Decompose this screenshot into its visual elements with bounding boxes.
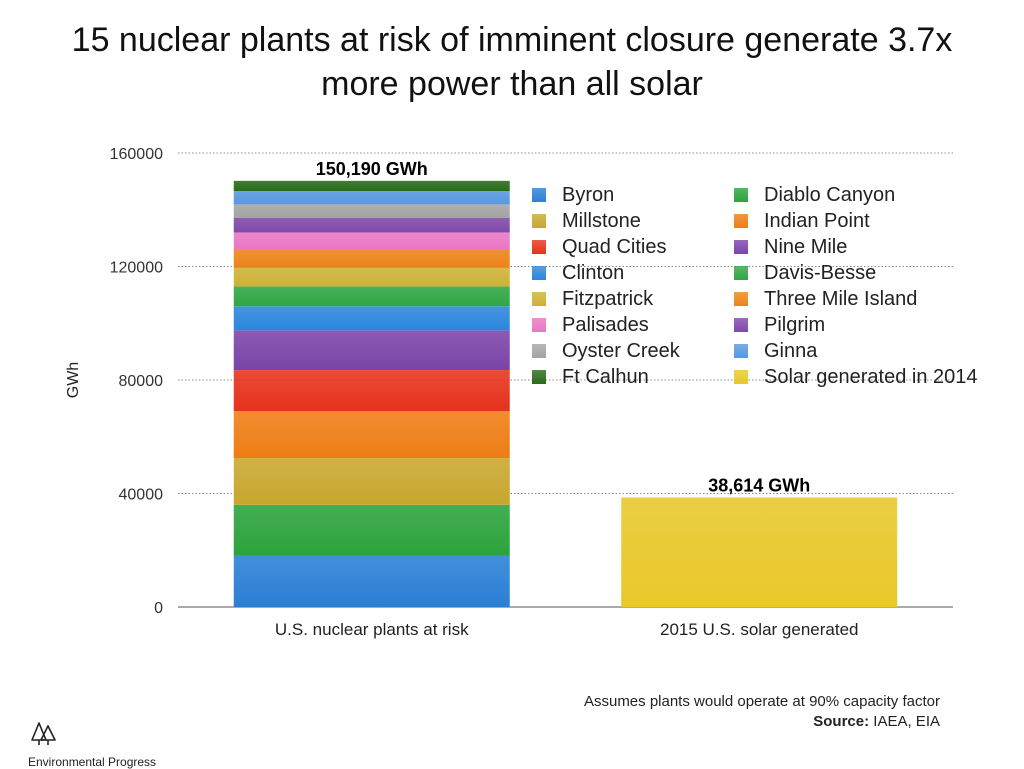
bar-segment-indian-point [233,411,510,459]
legend-item-three-mile-island: Three Mile Island [734,288,1004,310]
legend-item-fitzpatrick: Fitzpatrick [532,288,734,310]
legend-item-ginna: Ginna [734,340,1004,362]
legend-item-oyster-creek: Oyster Creek [532,340,734,362]
footnote: Assumes plants would operate at 90% capa… [584,692,940,732]
legend-item-palisades: Palisades [532,314,734,336]
legend-label: Quad Cities [562,235,667,258]
bar-segment-ginna [233,191,510,205]
footnote-source: Source: IAEA, EIA [584,712,940,732]
bar-segment-quad-cities [233,370,510,412]
bar-segment-palisades [233,232,510,250]
legend-swatch [734,266,748,280]
legend-item-byron: Byron [532,184,734,206]
source-text: IAEA, EIA [869,713,940,730]
legend-item-nine-mile: Nine Mile [734,236,1004,258]
bar-segment-nine-mile [233,330,510,371]
y-axis-label: GWh [65,362,82,398]
logo-text: Environmental Progress [28,755,157,769]
total-label-u-s-nuclear-plants-at-risk: 150,190 GWh [316,159,428,179]
source-label: Source: [813,713,870,730]
legend-swatch [532,318,546,332]
legend-label: Solar generated in 2014 [764,365,978,388]
legend-label: Ginna [764,339,818,362]
bar-segment-solar-generated-in-2014 [621,497,898,607]
legend-swatch [734,240,748,254]
legend-swatch [734,292,748,306]
legend-label: Palisades [562,313,649,336]
legend-item-quad-cities: Quad Cities [532,236,734,258]
x-category-label-2015-u-s-solar-generated: 2015 U.S. solar generated [660,620,858,639]
legend-label: Pilgrim [764,313,826,336]
bar-segment-oyster-creek [233,204,510,218]
chart-legend: Byron Diablo Canyon Millstone Indian Point Q… [532,184,1004,388]
legend-item-solar-generated-in-2014: Solar generated in 2014 [734,366,1004,388]
chart-title-line-2: more power than all solar [321,65,703,103]
legend-swatch [532,370,546,384]
y-tick-label-120000: 120000 [110,260,163,277]
legend-item-pilgrim: Pilgrim [734,314,1004,336]
legend-label: Nine Mile [764,235,848,258]
legend-swatch [532,292,546,306]
bar-segment-ft-calhun [233,180,510,192]
chart-title-line-1: 15 nuclear plants at risk of imminent cl… [71,21,953,59]
legend-swatch [532,214,546,228]
legend-item-indian-point: Indian Point [734,210,1004,232]
legend-item-clinton: Clinton [532,262,734,284]
legend-item-diablo-canyon: Diablo Canyon [734,184,1004,206]
legend-label: Indian Point [764,209,870,232]
legend-item-ft-calhun: Ft Calhun [532,366,734,388]
legend-label: Oyster Creek [562,339,680,362]
legend-swatch [734,370,748,384]
legend-label: Clinton [562,261,625,284]
footnote-assumption: Assumes plants would operate at 90% capa… [583,693,940,710]
y-tick-label-40000: 40000 [119,487,164,504]
bar-segment-three-mile-island [233,249,510,268]
legend-swatch [734,318,748,332]
legend-label: Davis-Besse [764,261,877,284]
bar-segment-fitzpatrick [233,267,510,287]
legend-swatch [734,214,748,228]
legend-label: Fitzpatrick [562,287,654,310]
total-label-2015-u-s-solar-generated: 38,614 GWh [708,475,810,495]
legend-swatch [734,344,748,358]
bar-segment-clinton [233,306,510,331]
legend-label: Millstone [562,209,641,232]
x-category-label-u-s-nuclear-plants-at-risk: U.S. nuclear plants at risk [275,620,469,639]
legend-swatch [532,344,546,358]
legend-swatch [532,188,546,202]
legend-label: Ft Calhun [562,365,649,388]
bar-segment-millstone [233,458,510,505]
bar-segment-davis-besse [233,286,510,307]
legend-label: Three Mile Island [764,287,918,310]
chart-title: 15 nuclear plants at risk of imminent cl… [0,18,1024,106]
bar-segment-diablo-canyon [233,504,510,556]
y-tick-label-80000: 80000 [119,373,164,390]
bar-segment-pilgrim [233,217,510,233]
legend-label: Diablo Canyon [764,183,896,206]
legend-swatch [532,266,546,280]
tree-pair-icon [31,722,56,745]
y-tick-label-0: 0 [154,600,163,617]
legend-label: Byron [562,183,615,206]
legend-swatch [532,240,546,254]
bar-segment-byron [233,555,510,607]
legend-swatch [734,188,748,202]
environmental-progress-logo: Environmental Progress [28,720,158,769]
legend-item-davis-besse: Davis-Besse [734,262,1004,284]
legend-item-millstone: Millstone [532,210,734,232]
y-tick-label-160000: 160000 [110,146,163,163]
